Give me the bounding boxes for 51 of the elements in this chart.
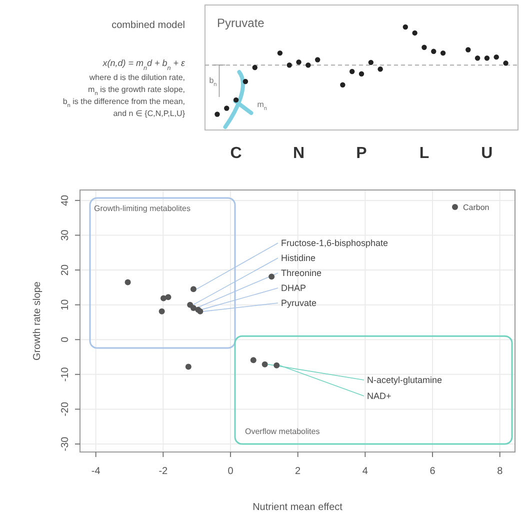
x-tick-label: -4 (91, 466, 101, 477)
y-tick-label: -10 (60, 366, 71, 382)
point (268, 274, 275, 280)
x-tick-label: 4 (362, 466, 368, 477)
x-tick-label: N (292, 145, 305, 162)
point (190, 304, 196, 311)
point (250, 357, 256, 364)
annotation: Fructose-1,6-bisphosphate (281, 238, 388, 248)
text: where d is the dilution rate, (88, 73, 185, 82)
point (185, 364, 192, 370)
y-tick-label: -30 (60, 436, 71, 452)
x-tick-label: 2 (295, 466, 302, 477)
point (274, 362, 280, 368)
text: m$_{n}$ is the growth rate slope, (88, 85, 185, 97)
y-tick-label: 20 (60, 264, 71, 276)
text: combined model (112, 20, 185, 31)
annotation: Growth-limiting metabolites (94, 204, 190, 213)
y-axis-title: Growth rate slope (32, 281, 43, 360)
x-tick-label: C (230, 145, 242, 162)
annotation: Overflow metabolites (245, 427, 320, 436)
y-tick-label: 10 (60, 298, 71, 310)
y-tick-label: 0 (60, 336, 71, 342)
point (124, 279, 131, 286)
y-tick-label: 30 (60, 229, 71, 241)
annotation: m$_{n}$ (257, 100, 268, 112)
chart-title: Pyruvate (217, 16, 265, 30)
annotation: NAD+ (367, 391, 392, 401)
annotation: DHAP (281, 283, 306, 293)
annotation: b$_{n}$ (209, 76, 217, 88)
point (158, 308, 165, 314)
annotation: Pyruvate (281, 298, 317, 308)
y-tick-label: 40 (60, 194, 71, 206)
annotation: N-acetyl-glutamine (367, 375, 442, 385)
x-tick-label: 0 (228, 466, 234, 477)
text: and n ∈ {C,N,P,L,U} (113, 109, 186, 118)
x-axis-title: Nutrient mean effect (252, 502, 343, 513)
x-tick-label: P (356, 145, 368, 162)
point (262, 361, 268, 368)
text: x(n,d) = m$_{n}$d + b$_{n}$ + ε (102, 58, 186, 72)
x-tick-label: U (481, 145, 493, 162)
text: b$_{n}$ is the difference from the mean, (62, 97, 185, 109)
x-tick-label: L (419, 145, 430, 162)
x-tick-label: -2 (158, 466, 168, 477)
point (190, 286, 196, 292)
x-tick-label: 8 (497, 466, 504, 477)
x-tick-label: 6 (430, 466, 436, 477)
point (165, 294, 172, 300)
legend-label: Carbon (463, 203, 490, 212)
y-tick-label: -20 (60, 402, 71, 416)
annotation: Threonine (281, 268, 322, 278)
annotation: Histidine (281, 253, 316, 263)
